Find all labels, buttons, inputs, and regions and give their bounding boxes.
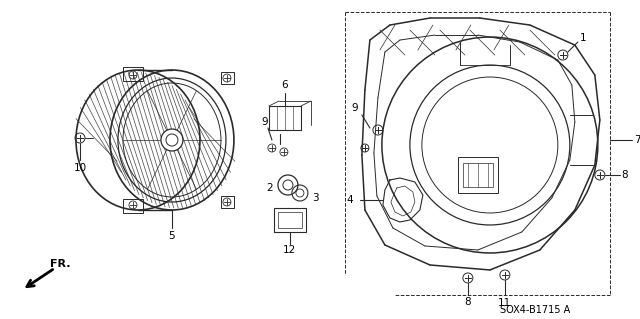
Text: 8: 8 <box>465 297 471 307</box>
Text: 1: 1 <box>580 33 586 43</box>
Bar <box>269 106 301 130</box>
Text: 4: 4 <box>346 195 353 205</box>
Text: 7: 7 <box>634 135 640 145</box>
Text: 3: 3 <box>312 193 319 203</box>
Text: 11: 11 <box>498 298 511 308</box>
Bar <box>278 212 302 228</box>
Text: 2: 2 <box>266 183 273 193</box>
Text: 5: 5 <box>169 231 175 241</box>
Ellipse shape <box>161 129 183 151</box>
Text: 10: 10 <box>74 163 86 173</box>
Text: 8: 8 <box>621 170 628 180</box>
Text: 6: 6 <box>282 80 288 90</box>
Text: 9: 9 <box>351 103 358 113</box>
Text: FR.: FR. <box>50 259 70 269</box>
Bar <box>463 163 493 187</box>
Text: 12: 12 <box>284 245 296 255</box>
Bar <box>274 208 306 232</box>
Text: 9: 9 <box>262 117 268 127</box>
Text: SOX4-B1715 A: SOX4-B1715 A <box>500 305 570 315</box>
Bar <box>458 157 498 193</box>
